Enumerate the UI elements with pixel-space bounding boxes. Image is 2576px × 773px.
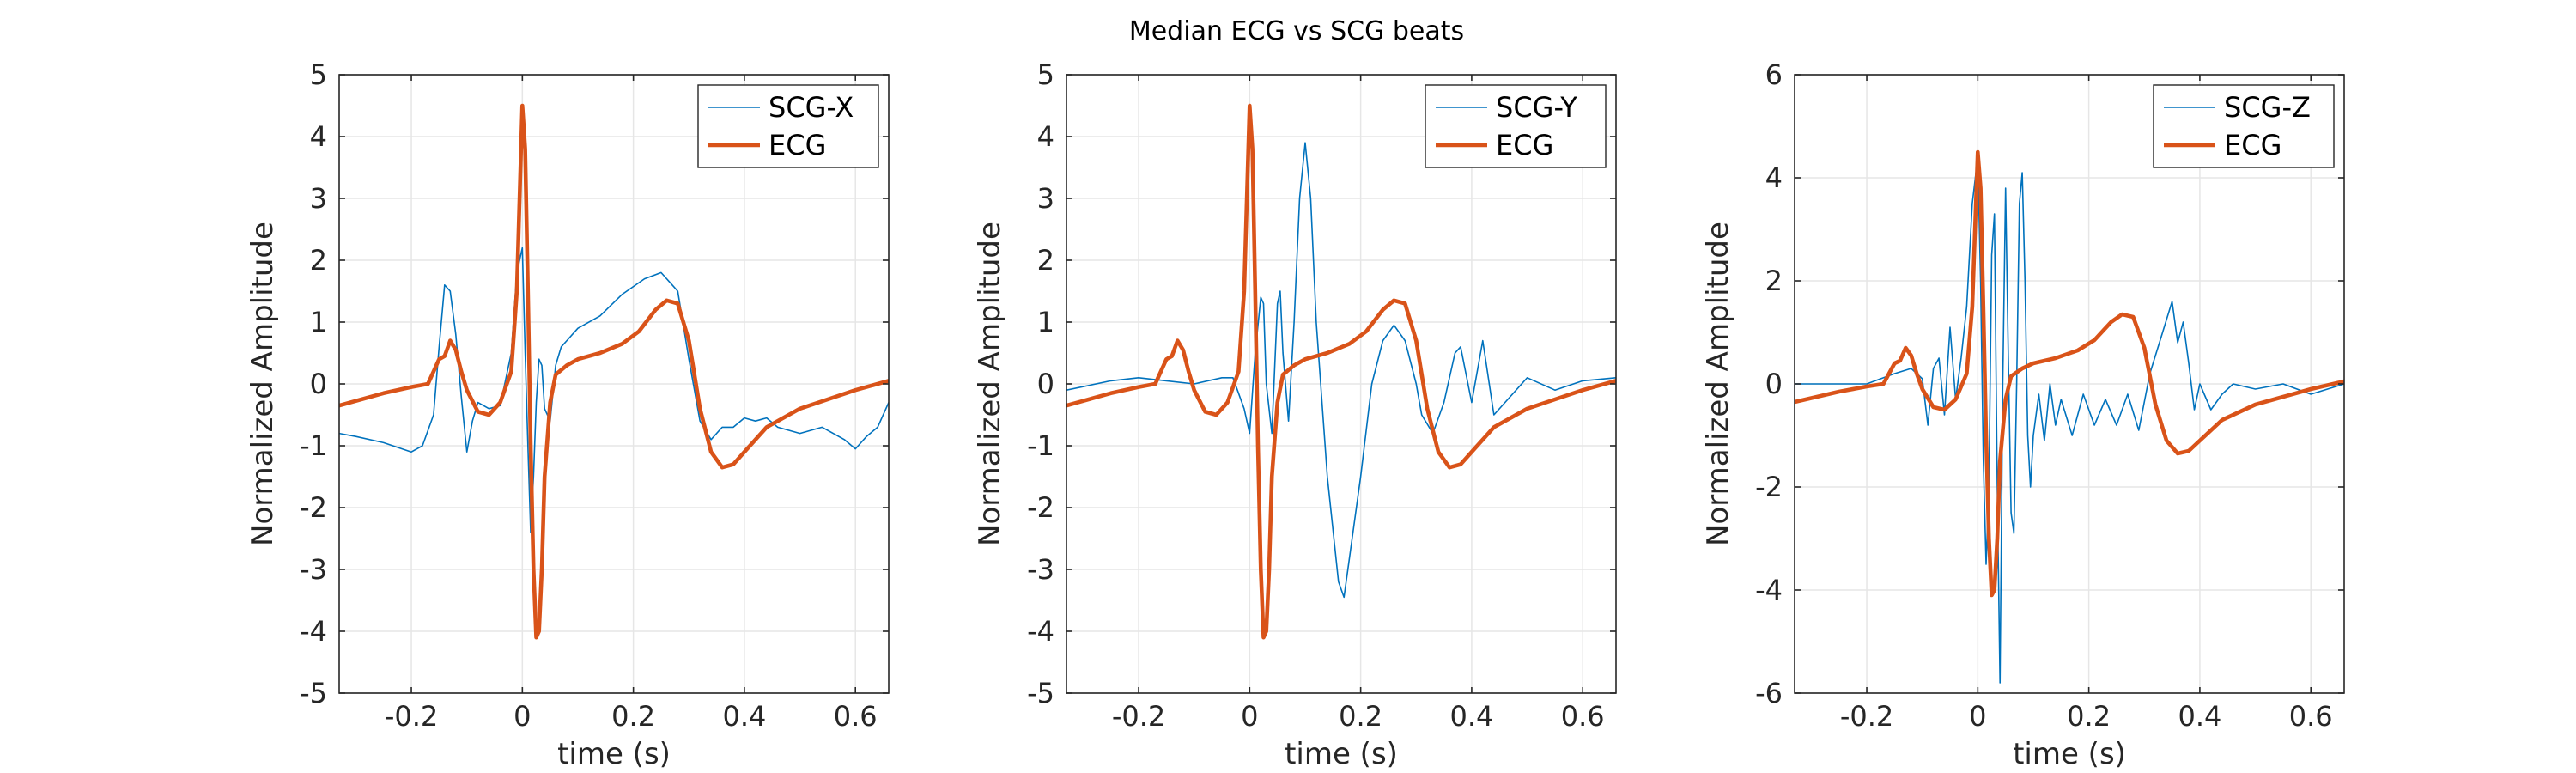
legend-label-scg-x: SCG-X bbox=[769, 91, 854, 124]
x-axis-label: time (s) bbox=[557, 737, 671, 771]
legend: SCG-Z ECG bbox=[2153, 84, 2335, 168]
x-axis-label: time (s) bbox=[1285, 737, 1398, 771]
series-line-ecg bbox=[1795, 149, 2344, 598]
y-tick-label: 4 bbox=[1037, 120, 1054, 153]
y-tick-label: -5 bbox=[300, 677, 327, 709]
series-line-scg-z bbox=[1795, 156, 2344, 684]
y-axis-label: Normalized Amplitude bbox=[973, 222, 1007, 546]
y-tick-label: 5 bbox=[1037, 58, 1054, 91]
y-tick-label: -2 bbox=[1755, 471, 1783, 503]
y-tick-label: 3 bbox=[310, 182, 327, 215]
legend-label-scg-y: SCG-Y bbox=[1496, 91, 1577, 124]
legend-box bbox=[1425, 84, 1607, 168]
legend-label-ecg: ECG bbox=[1496, 129, 1553, 161]
y-tick-label: 2 bbox=[1765, 265, 1783, 297]
y-tick-label: 1 bbox=[1037, 306, 1054, 338]
y-tick-label: 4 bbox=[310, 120, 327, 153]
y-axis-label: Normalized Amplitude bbox=[246, 222, 280, 546]
y-tick-label: -3 bbox=[1027, 553, 1054, 586]
x-tick-label: 0.6 bbox=[2289, 700, 2333, 733]
x-tick-label: 0 bbox=[1241, 700, 1258, 733]
y-tick-label: 0 bbox=[310, 368, 327, 400]
y-tick-label: 2 bbox=[310, 244, 327, 277]
y-tick-label: -3 bbox=[300, 553, 327, 586]
legend: SCG-X ECG bbox=[697, 84, 879, 168]
x-tick-label: 0.4 bbox=[2178, 700, 2221, 733]
y-tick-label: -2 bbox=[300, 491, 327, 524]
y-tick-label: 1 bbox=[310, 306, 327, 338]
x-tick-label: 0 bbox=[513, 700, 531, 733]
x-tick-label: -0.2 bbox=[1840, 700, 1893, 733]
legend: SCG-Y ECG bbox=[1425, 84, 1607, 168]
x-tick-label: -0.2 bbox=[385, 700, 438, 733]
series-line-scg-y bbox=[1066, 142, 1616, 599]
y-tick-label: 2 bbox=[1037, 244, 1054, 277]
x-tick-label: 0.2 bbox=[1339, 700, 1382, 733]
legend-box bbox=[697, 84, 879, 168]
y-tick-label: -1 bbox=[300, 429, 327, 462]
subplot-scg-z: -0.2 0 0.2 0.4 0.6 -6 -4 -2 0 2 4 6 time (s) Normaliz… bbox=[1701, 58, 2345, 771]
y-tick-label: -6 bbox=[1755, 677, 1783, 709]
y-tick-label: 0 bbox=[1765, 368, 1783, 400]
x-tick-label: 0.4 bbox=[722, 700, 766, 733]
y-tick-label: -2 bbox=[1027, 491, 1054, 524]
figure-title: Median ECG vs SCG beats bbox=[1129, 16, 1464, 46]
x-tick-label: 0.6 bbox=[834, 700, 878, 733]
subplot-scg-y: -0.2 0 0.2 0.4 0.6 -5 -4 -3 -2 -1 0 1 2 3 4 5 time (s) No… bbox=[973, 58, 1617, 771]
y-tick-label: 0 bbox=[1037, 368, 1054, 400]
legend-box bbox=[2153, 84, 2335, 168]
x-tick-label: 0.4 bbox=[1449, 700, 1493, 733]
x-axis-label: time (s) bbox=[2013, 737, 2126, 771]
x-tick-label: -0.2 bbox=[1112, 700, 1165, 733]
y-tick-label: -1 bbox=[1027, 429, 1054, 462]
y-tick-label: 6 bbox=[1765, 58, 1783, 91]
y-tick-label: 5 bbox=[310, 58, 327, 91]
y-axis-label: Normalized Amplitude bbox=[1701, 222, 1735, 546]
y-tick-label: -5 bbox=[1027, 677, 1054, 709]
y-tick-label: -4 bbox=[1027, 615, 1054, 648]
legend-label-scg-z: SCG-Z bbox=[2224, 91, 2311, 124]
series-line-ecg bbox=[1066, 103, 1616, 640]
series-line-ecg bbox=[339, 103, 889, 640]
x-tick-label: 0 bbox=[1969, 700, 1986, 733]
x-tick-label: 0.2 bbox=[611, 700, 655, 733]
y-tick-label: -4 bbox=[1755, 574, 1783, 606]
y-tick-label: 3 bbox=[1037, 182, 1054, 215]
x-tick-label: 0.6 bbox=[1561, 700, 1605, 733]
y-tick-label: -4 bbox=[300, 615, 327, 648]
x-tick-label: 0.2 bbox=[2067, 700, 2111, 733]
subplot-scg-x: -0.2 0 0.2 0.4 0.6 -5 -4 -3 -2 -1 0 1 2 3 4 5 time (s) No… bbox=[246, 58, 890, 771]
legend-label-ecg: ECG bbox=[769, 129, 826, 161]
legend-label-ecg: ECG bbox=[2224, 129, 2281, 161]
y-tick-label: 4 bbox=[1765, 161, 1783, 194]
